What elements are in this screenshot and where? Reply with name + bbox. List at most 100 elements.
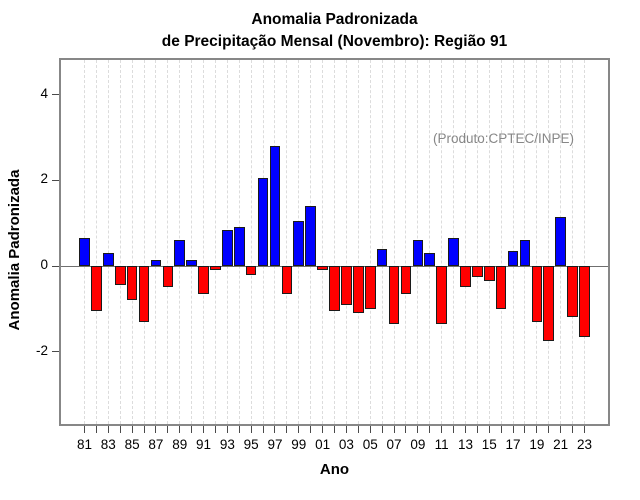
grid-line bbox=[548, 60, 550, 424]
grid-line bbox=[429, 60, 431, 424]
x-axis-tick bbox=[381, 426, 383, 433]
x-axis-tick bbox=[405, 426, 407, 433]
x-axis-tick bbox=[203, 426, 205, 433]
bar-1987 bbox=[150, 259, 162, 266]
bar-1985 bbox=[126, 266, 138, 301]
x-axis-tick bbox=[95, 426, 97, 433]
grid-line bbox=[369, 60, 371, 424]
x-axis-tick bbox=[524, 426, 526, 433]
chart-title-line1: Anomalia Padronizada bbox=[251, 11, 418, 28]
bar-1988 bbox=[162, 266, 174, 288]
bar-2019 bbox=[531, 266, 543, 322]
x-tick-label: 23 bbox=[576, 437, 593, 452]
x-tick-label: 95 bbox=[243, 437, 259, 452]
bar-2000 bbox=[305, 206, 316, 266]
y-axis-tick bbox=[52, 265, 59, 267]
bar-1981 bbox=[79, 238, 90, 266]
x-axis-tick bbox=[226, 426, 228, 433]
x-axis-tick bbox=[512, 426, 514, 433]
bar-1989 bbox=[174, 240, 186, 266]
grid-line bbox=[95, 60, 97, 424]
y-tick-label: -2 bbox=[35, 342, 48, 358]
grid-line bbox=[203, 60, 205, 424]
source-annotation: (Produto:CPTEC/INPE) bbox=[432, 131, 574, 146]
x-axis-tick bbox=[191, 426, 193, 433]
grid-line bbox=[334, 60, 335, 424]
grid-line bbox=[345, 60, 347, 424]
grid-line bbox=[464, 60, 466, 424]
x-axis-tick bbox=[548, 426, 550, 433]
y-axis-tick bbox=[52, 94, 59, 96]
bar-2001 bbox=[317, 266, 328, 271]
bar-2013 bbox=[460, 266, 471, 288]
x-axis-tick bbox=[298, 426, 300, 433]
x-axis-tick bbox=[369, 426, 371, 433]
bar-1992 bbox=[210, 266, 221, 271]
x-axis-tick bbox=[345, 426, 347, 433]
grid-line bbox=[250, 60, 252, 424]
x-axis-tick bbox=[214, 426, 216, 433]
bar-2008 bbox=[400, 266, 412, 294]
bar-2023 bbox=[579, 266, 590, 337]
grid-line bbox=[405, 60, 407, 424]
x-tick-label: 17 bbox=[505, 437, 521, 452]
y-tick-label: 4 bbox=[40, 85, 48, 101]
x-tick-label: 01 bbox=[315, 437, 331, 452]
bar-1993 bbox=[222, 229, 233, 266]
grid-line bbox=[357, 60, 359, 424]
x-tick-label: 15 bbox=[481, 437, 497, 452]
x-axis-tick bbox=[536, 426, 538, 433]
grid-line bbox=[572, 60, 574, 424]
chart-title-line2: de Precipitação Mensal (Novembro): Regiã… bbox=[161, 33, 508, 50]
bar-1984 bbox=[114, 266, 126, 286]
x-axis-tick bbox=[441, 426, 443, 433]
bar-2009 bbox=[412, 240, 424, 266]
x-axis-tick bbox=[393, 426, 395, 433]
x-axis-tick bbox=[476, 426, 478, 433]
x-axis-tick bbox=[464, 426, 466, 433]
x-tick-label: 89 bbox=[172, 437, 188, 452]
x-axis-tick bbox=[572, 426, 574, 433]
x-axis-tick bbox=[357, 426, 359, 433]
x-tick-label: 85 bbox=[124, 437, 140, 452]
grid-line bbox=[119, 60, 121, 424]
x-axis-tick bbox=[334, 426, 335, 433]
x-axis-tick bbox=[584, 426, 585, 433]
x-axis-tick bbox=[238, 426, 240, 433]
bar-2002 bbox=[329, 266, 340, 311]
x-axis-tick bbox=[155, 426, 157, 433]
grid-line bbox=[536, 60, 538, 424]
grid-line bbox=[107, 60, 109, 424]
bar-2007 bbox=[388, 266, 400, 324]
x-axis-tick bbox=[167, 426, 169, 433]
bar-1982 bbox=[91, 266, 102, 311]
x-tick-label: 19 bbox=[529, 437, 545, 452]
x-tick-label: 03 bbox=[338, 437, 354, 452]
grid-line bbox=[155, 60, 157, 424]
x-tick-label: 93 bbox=[219, 437, 235, 452]
x-tick-label: 97 bbox=[267, 437, 283, 452]
x-axis-label: Ano bbox=[319, 461, 350, 478]
x-tick-label: 83 bbox=[100, 437, 116, 452]
bar-2003 bbox=[341, 266, 352, 305]
bar-2014 bbox=[472, 266, 483, 277]
x-tick-label: 91 bbox=[196, 437, 212, 452]
x-axis-tick bbox=[143, 426, 145, 433]
x-axis-tick bbox=[179, 426, 181, 433]
grid-line bbox=[488, 60, 490, 424]
grid-line bbox=[131, 60, 133, 424]
x-axis-tick bbox=[274, 426, 276, 433]
x-axis-tick bbox=[322, 426, 324, 433]
bar-1986 bbox=[138, 266, 150, 322]
grid-line bbox=[500, 60, 502, 424]
bar-2004 bbox=[353, 266, 364, 314]
x-axis-tick bbox=[84, 426, 85, 433]
grid-line bbox=[286, 60, 288, 424]
bar-1995 bbox=[245, 266, 257, 275]
x-axis-tick bbox=[131, 426, 133, 433]
y-tick-label: 0 bbox=[40, 257, 48, 272]
bar-1998 bbox=[281, 266, 293, 294]
x-tick-label: 81 bbox=[76, 437, 93, 452]
x-axis-tick bbox=[429, 426, 431, 433]
x-tick-label: 99 bbox=[291, 437, 307, 452]
